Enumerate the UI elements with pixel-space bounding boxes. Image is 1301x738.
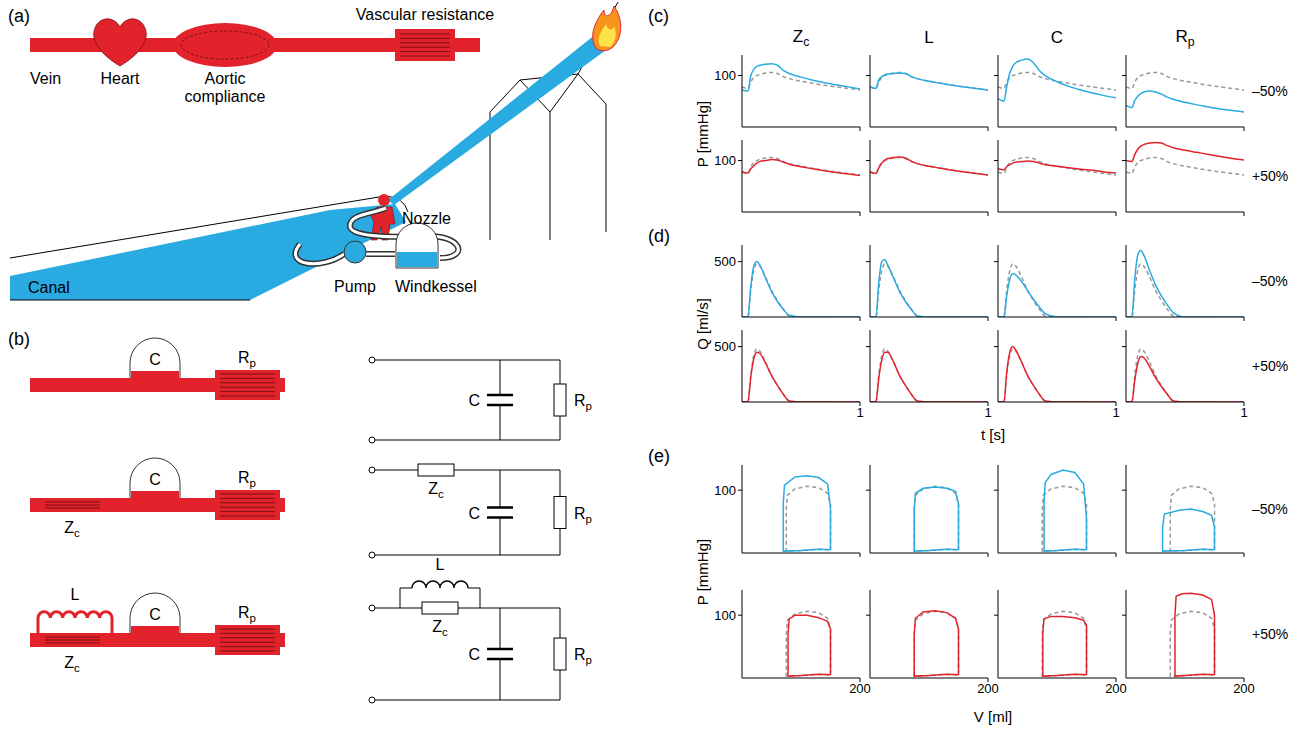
svg-text:L: L [71, 586, 80, 603]
html-text:t [s]: t [s] [980, 425, 1006, 443]
html-text:–50%: –50% [1252, 273, 1288, 289]
svg-text:200: 200 [977, 681, 999, 696]
svg-text:500: 500 [714, 254, 736, 269]
svg-text:100: 100 [714, 608, 736, 623]
svg-text:200: 200 [1105, 681, 1127, 696]
svg-text:Vein: Vein [30, 70, 61, 87]
html-text:(d): (d) [648, 226, 670, 246]
svg-text:200: 200 [849, 681, 871, 696]
svg-text:100: 100 [714, 153, 736, 168]
svg-text:Pump: Pump [334, 278, 376, 295]
html-text:P [mmHg]: P [mmHg] [693, 538, 711, 605]
svg-text:Heart: Heart [100, 70, 140, 87]
svg-text:Rp: Rp [238, 469, 256, 489]
svg-text:C: C [468, 646, 480, 663]
html-text:Zc: Zc [792, 26, 810, 50]
svg-text:Vascular resistance: Vascular resistance [356, 6, 495, 23]
svg-text:Zc: Zc [432, 618, 448, 638]
svg-text:Rp: Rp [574, 646, 592, 666]
html-text:C: C [1050, 28, 1064, 47]
svg-text:C: C [149, 351, 161, 368]
svg-text:C: C [149, 606, 161, 623]
svg-text:Rp: Rp [238, 604, 256, 624]
svg-text:Rp: Rp [574, 392, 592, 412]
svg-text:1: 1 [984, 405, 991, 420]
html-text:L: L [924, 28, 934, 47]
svg-text:500: 500 [714, 339, 736, 354]
html-text:–50%: –50% [1252, 501, 1288, 517]
html-text:Q [ml/s]: Q [ml/s] [693, 297, 711, 350]
svg-text:C: C [468, 392, 480, 409]
html-text:(e): (e) [648, 446, 670, 466]
svg-text:C: C [468, 505, 480, 522]
svg-text:Canal: Canal [28, 279, 70, 296]
html-text:–50%: –50% [1252, 83, 1288, 99]
svg-text:Rp: Rp [238, 349, 256, 369]
svg-text:1: 1 [1240, 405, 1247, 420]
svg-text:100: 100 [714, 68, 736, 83]
svg-text:C: C [149, 471, 161, 488]
svg-text:1: 1 [1112, 405, 1119, 420]
svg-text:L: L [436, 556, 445, 573]
svg-text:Rp: Rp [574, 505, 592, 525]
svg-text:Zc: Zc [64, 519, 80, 539]
html-text:P [mmHg]: P [mmHg] [693, 100, 711, 167]
html-text:V [ml]: V [ml] [973, 707, 1013, 725]
html-text:+50%: +50% [1252, 358, 1289, 374]
svg-text:Zc: Zc [64, 654, 80, 674]
svg-text:(b): (b) [8, 329, 30, 349]
svg-text:200: 200 [1233, 681, 1255, 696]
svg-text:Nozzle: Nozzle [402, 210, 451, 227]
svg-text:Windkessel: Windkessel [395, 278, 477, 295]
svg-text:Aortic: Aortic [205, 70, 246, 87]
svg-text:(a): (a) [8, 6, 30, 26]
html-text:+50%: +50% [1252, 168, 1289, 184]
html-text:+50%: +50% [1252, 626, 1289, 642]
svg-text:compliance: compliance [185, 88, 266, 105]
svg-text:100: 100 [714, 483, 736, 498]
html-text:Rp: Rp [1175, 26, 1195, 50]
svg-text:Zc: Zc [428, 480, 444, 500]
svg-text:1: 1 [856, 405, 863, 420]
html-text:(c): (c) [648, 6, 669, 26]
